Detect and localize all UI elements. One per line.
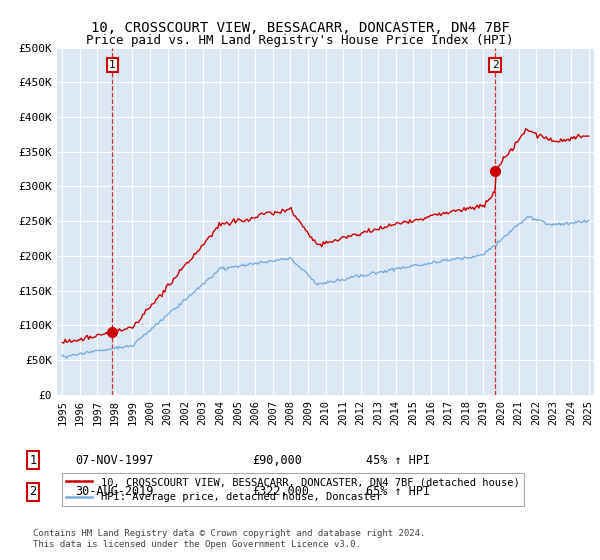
Text: 65% ↑ HPI: 65% ↑ HPI <box>366 485 430 498</box>
Text: 1: 1 <box>29 454 37 467</box>
Text: £322,000: £322,000 <box>252 485 309 498</box>
Text: 30-AUG-2019: 30-AUG-2019 <box>75 485 154 498</box>
Legend: 10, CROSSCOURT VIEW, BESSACARR, DONCASTER, DN4 7BF (detached house), HPI: Averag: 10, CROSSCOURT VIEW, BESSACARR, DONCASTE… <box>62 473 524 506</box>
Text: 1: 1 <box>109 60 116 70</box>
Text: Contains HM Land Registry data © Crown copyright and database right 2024.
This d: Contains HM Land Registry data © Crown c… <box>33 529 425 549</box>
Text: 2: 2 <box>491 60 499 70</box>
Text: 10, CROSSCOURT VIEW, BESSACARR, DONCASTER, DN4 7BF: 10, CROSSCOURT VIEW, BESSACARR, DONCASTE… <box>91 21 509 35</box>
Text: Price paid vs. HM Land Registry's House Price Index (HPI): Price paid vs. HM Land Registry's House … <box>86 34 514 46</box>
Text: £90,000: £90,000 <box>252 454 302 467</box>
Text: 2: 2 <box>29 485 37 498</box>
Text: 45% ↑ HPI: 45% ↑ HPI <box>366 454 430 467</box>
Text: 07-NOV-1997: 07-NOV-1997 <box>75 454 154 467</box>
